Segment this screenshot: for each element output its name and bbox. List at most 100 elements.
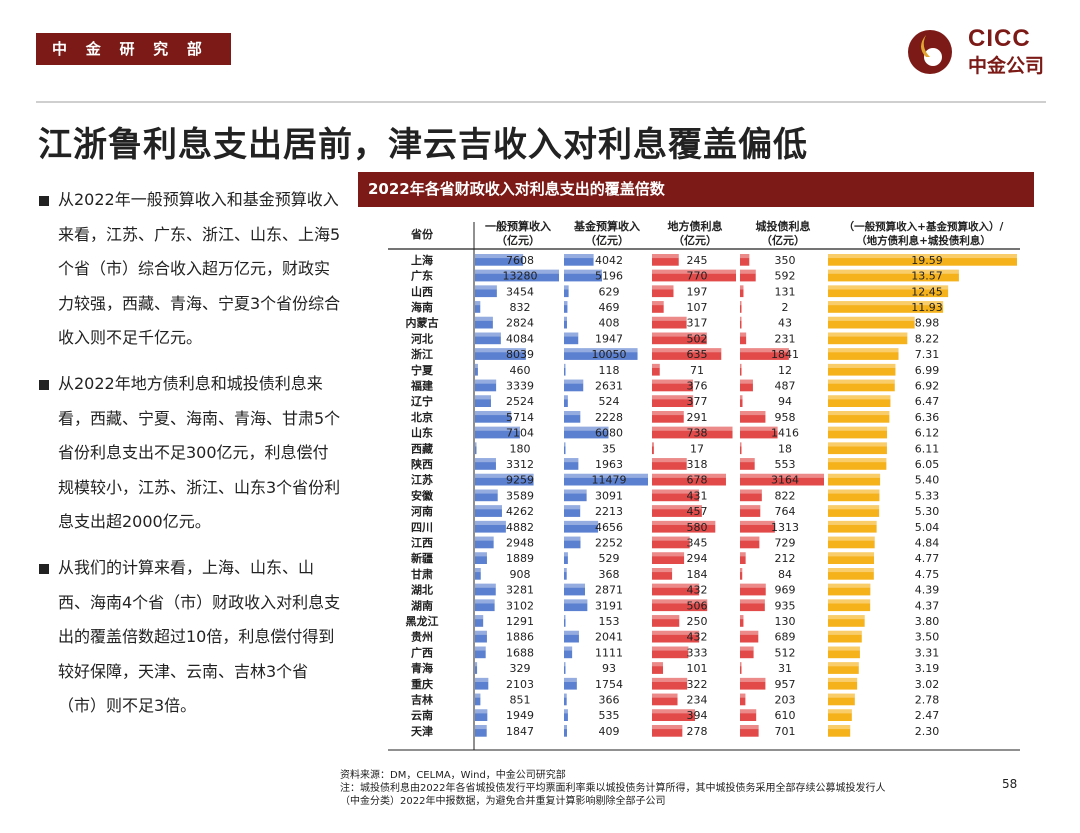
lgfv-bar [740, 395, 743, 407]
coverage-bar [828, 489, 880, 502]
localbond-bar [652, 379, 694, 392]
fund-value: 366 [599, 693, 620, 706]
coverage-bar [828, 442, 887, 455]
province-label: 上海 [411, 253, 433, 267]
fund-bar-shine [564, 473, 648, 478]
fund-value: 3091 [595, 489, 623, 502]
localbond-bar-shine [652, 505, 702, 510]
coverage-bar [828, 599, 871, 612]
cicc-logo-icon [908, 30, 952, 74]
coverage-value: 5.33 [915, 489, 940, 502]
fund-value: 3191 [595, 599, 623, 612]
logo-text-en: CICC [968, 25, 1031, 52]
lgfv-bar [740, 599, 765, 612]
fund-bar-shine [564, 520, 599, 525]
lgfv-bar [740, 458, 755, 470]
general-value: 7104 [506, 427, 534, 440]
province-label: 新疆 [411, 551, 433, 565]
lgfv-bar [740, 709, 757, 721]
localbond-value: 394 [687, 709, 708, 722]
coverage-bar-shine [828, 630, 862, 635]
coverage-bar [828, 583, 871, 596]
fund-value: 4656 [595, 521, 623, 534]
header-general-line1: 一般预算收入 [485, 219, 551, 233]
coverage-value: 6.99 [915, 364, 940, 377]
general-bar [475, 301, 481, 313]
coverage-bar-shine [828, 379, 895, 384]
general-bar [475, 520, 506, 533]
fund-value: 1963 [595, 458, 623, 471]
province-label: 四川 [411, 521, 433, 534]
localbond-bar [652, 662, 664, 674]
lgfv-bar [740, 332, 747, 345]
province-label: 广东 [411, 269, 433, 283]
localbond-value: 317 [687, 317, 708, 330]
localbond-bar-shine [652, 395, 694, 400]
general-value: 908 [510, 568, 531, 581]
province-label: 贵州 [411, 630, 433, 644]
coverage-bar-shine [828, 662, 859, 667]
fund-bar [564, 662, 566, 674]
lgfv-value: 764 [775, 505, 796, 518]
lgfv-bar [740, 520, 775, 533]
lgfv-bar-shine [740, 599, 765, 604]
coverage-value: 4.39 [915, 584, 940, 597]
province-label: 黑龙江 [406, 614, 439, 628]
localbond-value: 502 [687, 332, 708, 345]
localbond-value: 377 [687, 395, 708, 408]
localbond-value: 432 [687, 584, 708, 597]
coverage-bar-shine [828, 363, 896, 368]
coverage-bar [828, 552, 875, 564]
general-bar [475, 254, 524, 266]
lgfv-bar [740, 301, 742, 313]
general-bar [475, 677, 489, 690]
lgfv-bar [740, 552, 746, 564]
fund-value: 153 [599, 615, 620, 628]
lgfv-bar [740, 442, 742, 455]
province-label: 安徽 [411, 488, 434, 502]
fund-bar-shine [564, 693, 567, 698]
general-bar-shine [475, 662, 478, 667]
localbond-bar-shine [652, 489, 700, 494]
coverage-value: 4.37 [915, 599, 940, 612]
localbond-bar [652, 615, 680, 627]
fund-bar [564, 677, 577, 690]
bullet-marker [39, 196, 49, 206]
localbond-bar-shine [652, 332, 707, 337]
coverage-value: 6.12 [915, 427, 940, 440]
coverage-bar-shine [828, 348, 899, 353]
lgfv-bar-shine [740, 285, 744, 290]
lgfv-bar-shine [740, 505, 761, 510]
localbond-bar [652, 254, 679, 266]
coverage-value: 2.30 [915, 725, 940, 738]
fund-bar [564, 489, 587, 502]
coverage-bar-shine [828, 709, 852, 714]
logo-text-cn: 中金公司 [968, 55, 1045, 77]
fund-bar-shine [564, 489, 587, 494]
localbond-bar-shine [652, 442, 654, 447]
header-fund-line2: （亿元） [585, 233, 629, 247]
general-bar-shine [475, 363, 478, 368]
general-value: 1949 [506, 709, 534, 722]
fund-bar [564, 395, 568, 407]
lgfv-bar-shine [740, 677, 766, 682]
general-bar-shine [475, 332, 501, 337]
fund-bar-shine [564, 536, 581, 541]
fund-bar [564, 426, 609, 439]
lgfv-bar-shine [740, 458, 755, 463]
lgfv-value: 592 [775, 270, 796, 283]
fund-bar-shine [564, 411, 581, 416]
fund-bar [564, 536, 581, 549]
fund-bar-shine [564, 442, 566, 447]
province-label: 重庆 [411, 677, 433, 691]
lgfv-value: 957 [775, 678, 796, 691]
lgfv-value: 701 [775, 725, 796, 738]
fund-bar [564, 363, 566, 376]
header-province: 省份 [410, 227, 434, 241]
general-bar [475, 395, 491, 407]
fund-bar-shine [564, 505, 581, 510]
coverage-bar [828, 363, 896, 376]
lgfv-value: 610 [775, 709, 796, 722]
header-lgfv-line2: （亿元） [761, 233, 805, 247]
localbond-value: 432 [687, 631, 708, 644]
